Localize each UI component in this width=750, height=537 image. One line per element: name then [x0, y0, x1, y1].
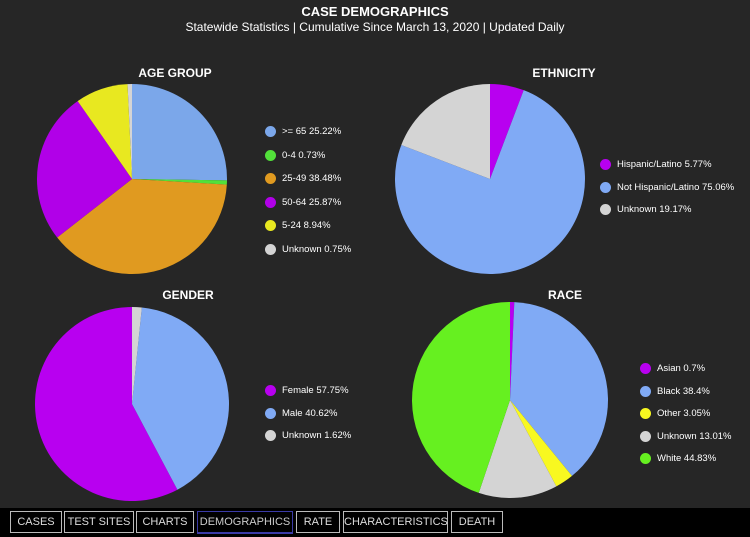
legend-swatch — [265, 149, 276, 161]
pie-slice-unknown[interactable] — [132, 307, 142, 404]
page-title: CASE DEMOGRAPHICS — [301, 4, 449, 19]
pie-slice-65[interactable] — [132, 84, 227, 181]
pie — [412, 301, 609, 498]
pie-slice-not-hispanic-latino[interactable] — [394, 90, 585, 275]
pie-slice-hispanic-latino[interactable] — [490, 84, 524, 179]
legend-label: 0-4 0.73% — [282, 149, 326, 161]
pie — [394, 84, 585, 275]
legend-swatch — [640, 408, 651, 419]
legend-swatch — [265, 430, 276, 441]
pie — [36, 84, 227, 275]
legend-swatch — [640, 363, 651, 374]
chart-title: GENDER — [162, 288, 214, 302]
tab-rate[interactable]: RATE — [296, 511, 340, 533]
pie-slice-unknown[interactable] — [127, 84, 132, 179]
legend-label: White 44.83% — [657, 453, 717, 464]
legend-label: Unknown 0.75% — [282, 243, 352, 255]
legend-label: 50-64 25.87% — [282, 196, 342, 208]
tab-test-sites[interactable]: TEST SITES — [64, 511, 134, 533]
pie-slice-unknown[interactable] — [401, 84, 490, 179]
tab-cases[interactable]: CASES — [10, 511, 62, 533]
legend-label: Unknown 19.17% — [617, 204, 692, 215]
legend-label: Female 57.75% — [282, 385, 349, 396]
legend-swatch — [265, 243, 276, 255]
legend-label: Black 38.4% — [657, 385, 710, 397]
chart-title: AGE GROUP — [138, 66, 212, 80]
legend-swatch — [640, 430, 651, 442]
tab-charts[interactable]: CHARTS — [136, 511, 194, 533]
pie-slice-male[interactable] — [132, 307, 230, 490]
pie — [35, 307, 230, 501]
pie-slice-50-64[interactable] — [36, 101, 132, 238]
demographics-panel: CASE DEMOGRAPHICS Statewide Statistics |… — [0, 0, 750, 508]
legend-swatch — [265, 196, 276, 208]
legend-label: Hispanic/Latino 5.77% — [617, 159, 712, 170]
legend-label: 25-49 38.48% — [282, 173, 342, 184]
legend-swatch — [265, 220, 276, 231]
pie-slice-white[interactable] — [412, 302, 510, 493]
tab-demographics[interactable]: DEMOGRAPHICS — [197, 511, 293, 534]
legend-swatch — [600, 181, 611, 193]
legend-swatch — [265, 173, 276, 184]
tab-bar: CASES TEST SITES CHARTS DEMOGRAPHICS RAT… — [0, 508, 750, 537]
pie-slice-black[interactable] — [510, 302, 609, 476]
legend-label: Unknown 1.62% — [282, 430, 352, 441]
tab-characteristics[interactable]: CHARACTERISTICS — [343, 511, 448, 533]
legend-swatch — [640, 453, 651, 464]
pie-slice-asian[interactable] — [510, 301, 515, 400]
pie-slice-0-4[interactable] — [132, 179, 227, 185]
legend-swatch — [600, 204, 611, 215]
pie-slice-female[interactable] — [35, 307, 178, 501]
page-subtitle: Statewide Statistics | Cumulative Since … — [185, 20, 565, 34]
legend-label: Other 3.05% — [657, 408, 711, 419]
chart-title: ETHNICITY — [532, 66, 596, 80]
legend-label: Male 40.62% — [282, 407, 338, 419]
pie-slice-25-49[interactable] — [57, 179, 227, 275]
legend-label: 5-24 8.94% — [282, 220, 331, 231]
pie-slice-5-24[interactable] — [77, 84, 132, 179]
legend-label: Asian 0.7% — [657, 363, 706, 374]
chart-title: RACE — [547, 288, 582, 302]
legend-label: Unknown 13.01% — [657, 430, 732, 442]
legend-label: Not Hispanic/Latino 75.06% — [617, 181, 735, 193]
legend-swatch — [265, 407, 276, 419]
legend-swatch — [265, 385, 276, 396]
legend-label: >= 65 25.22% — [282, 126, 342, 137]
pie-slice-unknown[interactable] — [478, 400, 557, 498]
legend-swatch — [265, 126, 276, 137]
legend-swatch — [640, 385, 651, 397]
pie-slice-other[interactable] — [510, 400, 572, 487]
legend-swatch — [600, 159, 611, 170]
tab-death[interactable]: DEATH — [451, 511, 503, 533]
